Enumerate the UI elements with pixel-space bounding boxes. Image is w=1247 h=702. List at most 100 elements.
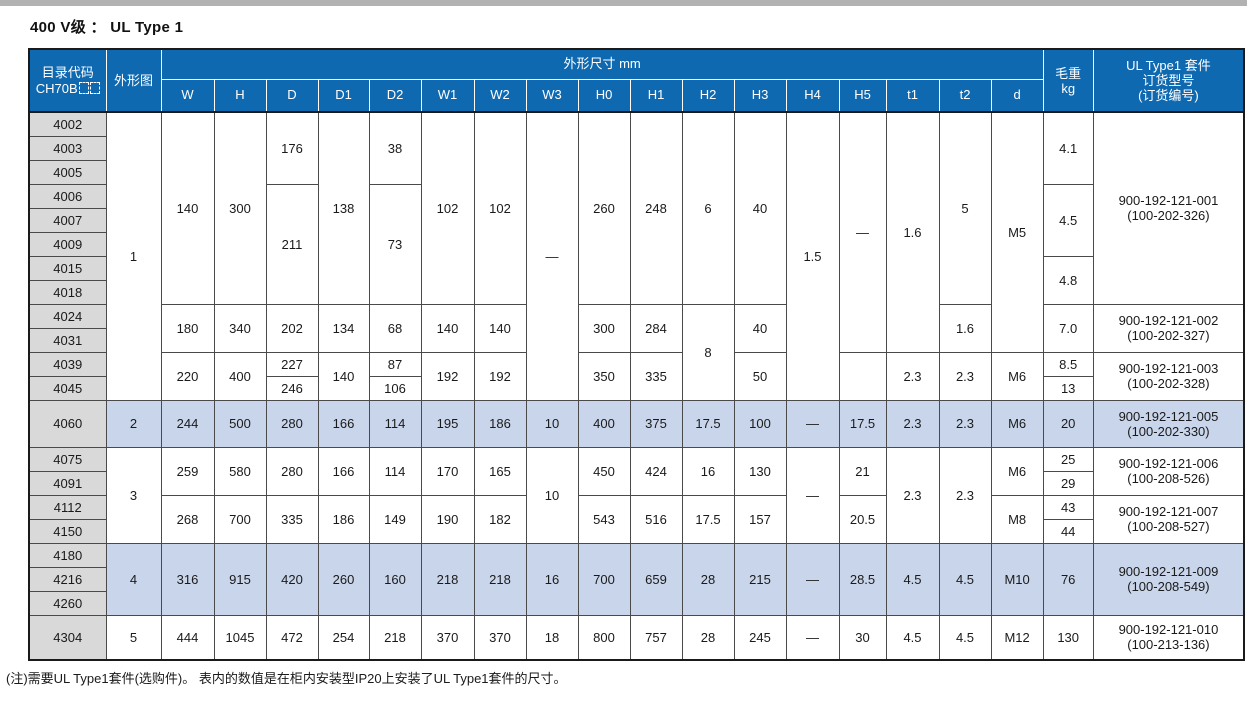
catalog-code-cell: 4075 [28, 446, 107, 472]
table-row: 4006 211 73 4.5 [28, 183, 1244, 305]
dim-cell: 160 [368, 542, 422, 616]
catalog-header-code: CH70B [35, 80, 78, 96]
dim-cell: 192 [420, 351, 475, 401]
dim-col-header-d2: D2 [368, 78, 422, 113]
dim-cell: 316 [160, 542, 215, 616]
table-row: 4180 4 316 915 420 260 160 218 218 16 700 659 28 215—… [28, 542, 1245, 616]
dim-cell: 102 [473, 111, 527, 305]
catalog-code-cell: 4150 [28, 518, 107, 544]
dim-cell: 4.1 [1042, 111, 1094, 185]
dim-col-header-h3: H3 [733, 78, 787, 113]
catalog-code-cell: 4007 [28, 207, 107, 233]
table-row: 4150 44 [28, 518, 1244, 544]
table-header: 目录代码 CH70B 外形图 外形尺寸 mm 毛重 kg UL Type1 套件 订货型号… [28, 48, 1245, 113]
catalog-header-line1: 目录代码 [41, 64, 94, 80]
dim-col-header-d: D [265, 78, 319, 113]
dim-cell: 1.6 [885, 111, 940, 353]
catalog-code-cell: 4304 [28, 614, 107, 661]
dim-cell: 915 [213, 542, 267, 616]
dim-cell: 18 [525, 614, 579, 661]
dim-cell: 4.8 [1042, 255, 1094, 305]
fill-in-digit-box [89, 81, 100, 94]
table-row: 4112 268 700 335 186 149 190 182 543 516 17.5 157 20… [28, 494, 1245, 544]
catalog-code-cell: 4180 [28, 542, 107, 568]
catalog-code-cell: 4039 [28, 351, 107, 377]
dim-cell: 38 [368, 111, 422, 185]
catalog-code-cell: 4060 [28, 399, 107, 448]
dim-cell: 8 [681, 303, 735, 401]
dim-cell: 218 [473, 542, 527, 616]
dimensions-group-header: 外形尺寸 mm [160, 48, 1044, 80]
catalog-code-cell: 4003 [28, 135, 107, 161]
top-divider [0, 0, 1247, 6]
dim-cell: 900-192-121-010 (100-213-136) [1092, 614, 1245, 661]
catalog-code-header: 目录代码 CH70B [28, 48, 107, 113]
dim-cell: 157 [733, 494, 787, 544]
table-row: 4060 2 244 500 280 166 114 195 186 10 400 375 17.5 10… [28, 399, 1245, 448]
dim-cell: 20 [1042, 399, 1094, 448]
dim-cell: 140 [420, 303, 475, 353]
dim-cell: 370 [420, 614, 475, 661]
dim-cell: 2.3 [885, 351, 940, 401]
dim-cell: 30 [838, 614, 887, 661]
dim-cell: 28.5 [838, 542, 887, 616]
dim-cell: 20.5 [838, 494, 887, 544]
dim-cell: M6 [990, 446, 1044, 496]
dim-cell: 186 [317, 494, 370, 544]
dim-cell: 280 [265, 446, 319, 496]
dim-cell: 5 [938, 111, 992, 305]
dim-col-header-d1: D1 [317, 78, 370, 113]
dim-cell: 659 [629, 542, 683, 616]
dim-col-header-h5: H5 [838, 78, 887, 113]
dim-cell: 2.3 [885, 399, 940, 448]
dim-cell: 350 [577, 351, 631, 401]
catalog-code-cell: 4112 [28, 494, 107, 520]
dim-cell: 165 [473, 446, 527, 496]
dim-cell: 424 [629, 446, 683, 496]
dim-cell: 700 [213, 494, 267, 544]
dim-cell: 2.3 [885, 446, 940, 544]
dim-cell: 4.5 [885, 614, 940, 661]
dim-cell: M10 [990, 542, 1044, 616]
dim-cell: 800 [577, 614, 631, 661]
table-row: 4009 [28, 231, 1244, 257]
dim-col-header-h4: H4 [785, 78, 840, 113]
dim-cell: 700 [577, 542, 631, 616]
dim-cell: M6 [990, 399, 1044, 448]
dim-cell: 43 [1042, 494, 1094, 520]
dim-cell: 260 [577, 111, 631, 305]
dim-cell: 215 [733, 542, 787, 616]
dim-cell: 1.6 [938, 303, 992, 353]
dim-cell: 76 [1042, 542, 1094, 616]
page-title: 400 V级 ： UL Type 1 [30, 19, 184, 36]
table-row: 4015 4.8 [28, 255, 1244, 305]
dim-cell: 1045 [213, 614, 267, 661]
dim-cell: 7.0 [1042, 303, 1094, 353]
table-row: 4003 [28, 135, 1244, 161]
dim-cell: 68 [368, 303, 422, 353]
dim-cell: 370 [473, 614, 527, 661]
dim-col-header-d: d [990, 78, 1044, 113]
dim-cell: 114 [368, 446, 422, 496]
dim-col-header-w2: W2 [473, 78, 527, 113]
dim-col-header-w: W [160, 78, 215, 113]
dim-cell: 246 [265, 375, 319, 401]
dim-cell: 21 [838, 446, 887, 496]
dim-cell: 13 [1042, 375, 1094, 401]
dim-cell: 218 [420, 542, 475, 616]
footnote: (注)需要UL Type1套件(选购件)。 表内的数值是在柜内安装型IP20上安… [6, 671, 567, 686]
dim-cell: — [785, 542, 840, 616]
dim-cell: 5 [105, 614, 162, 661]
dim-cell: 900-192-121-006 (100-208-526) [1092, 446, 1245, 496]
dim-cell: 2.3 [938, 399, 992, 448]
dim-col-header-w3: W3 [525, 78, 579, 113]
table-row: 4007 [28, 207, 1244, 233]
dim-cell: 17.5 [681, 399, 735, 448]
catalog-code-cell: 4024 [28, 303, 107, 329]
fill-in-digit-box [78, 81, 89, 94]
dim-cell: 450 [577, 446, 631, 496]
dim-cell: 254 [317, 614, 370, 661]
dim-cell: 186 [473, 399, 527, 448]
dim-cell: 10 [525, 399, 579, 448]
dim-cell: 248 [629, 111, 683, 305]
